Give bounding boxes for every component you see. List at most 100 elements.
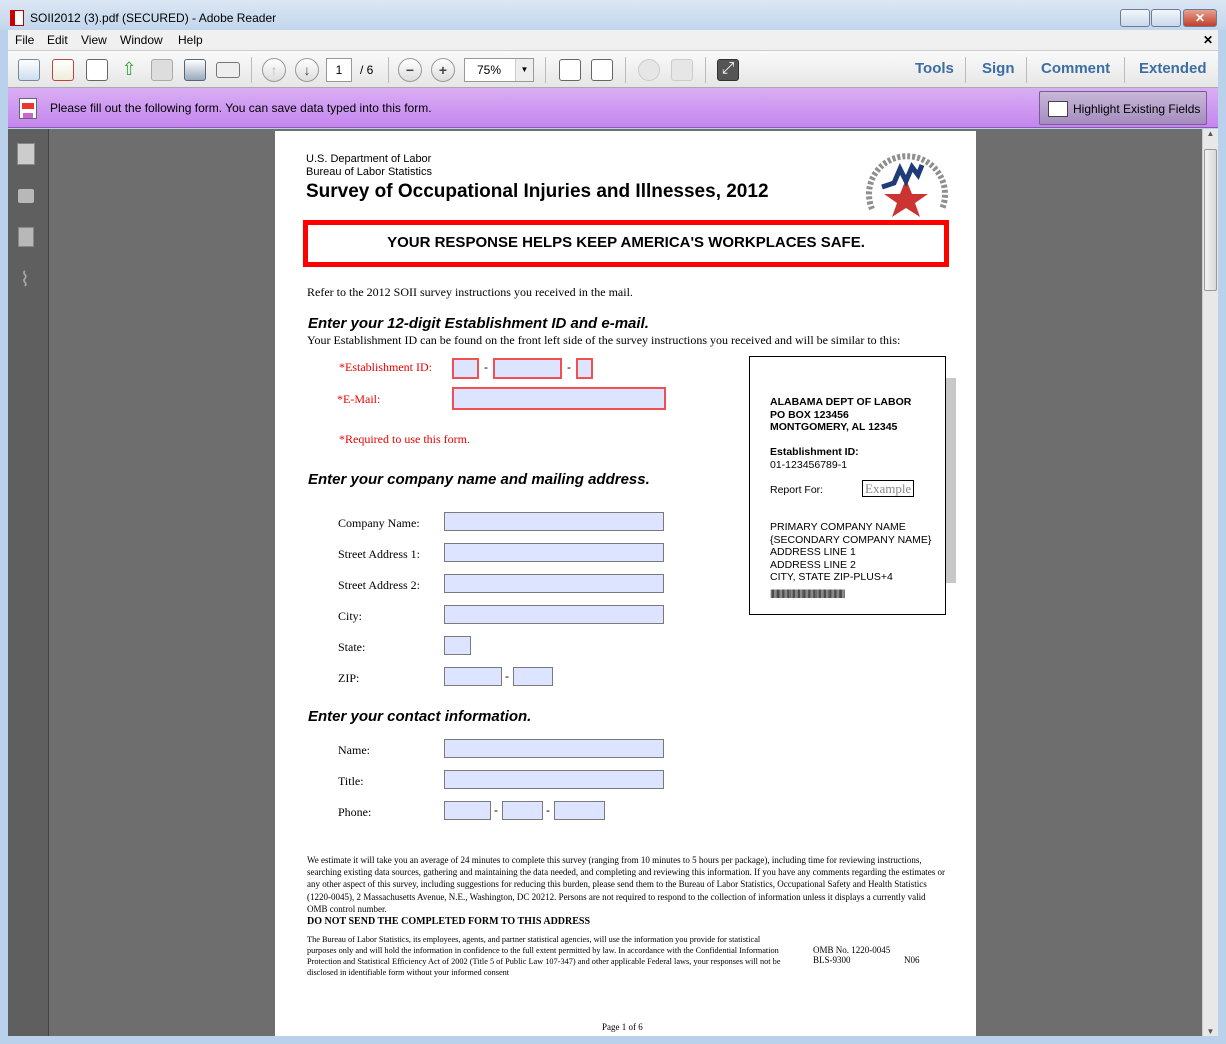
example-pobox-line: PO BOX 123456: [770, 408, 849, 421]
phone-line-field[interactable]: [554, 801, 605, 820]
zip-plus4-field[interactable]: [513, 667, 553, 686]
close-document-icon[interactable]: ✕: [1203, 33, 1214, 47]
dash: -: [494, 803, 498, 817]
menu-edit[interactable]: Edit: [47, 33, 68, 47]
city-field[interactable]: [444, 605, 664, 624]
survey-title: Survey of Occupational Injuries and Illn…: [306, 181, 769, 202]
page-thumbnails-icon[interactable]: [17, 143, 35, 165]
burden-statement: We estimate it will take you an average …: [307, 855, 946, 914]
example-agency-line: ALABAMA DEPT OF LABOR: [770, 396, 912, 408]
refer-text: Refer to the 2012 SOII survey instructio…: [307, 285, 633, 299]
omb-number: OMB No. 1220-0045: [813, 945, 891, 955]
menu-file[interactable]: File: [15, 33, 35, 47]
dash: -: [505, 669, 509, 683]
example-est-value: 01-123456789-1: [770, 459, 848, 471]
create-pdf-icon[interactable]: [18, 59, 40, 81]
example-est-label: Establishment ID:: [770, 446, 859, 458]
establishment-id-field-3[interactable]: [576, 358, 593, 379]
title-bar: SOII2012 (3).pdf (SECURED) - Adobe Reade…: [0, 0, 1226, 30]
tab-comment[interactable]: Comment: [1041, 60, 1111, 77]
close-button[interactable]: ✕: [1183, 9, 1217, 27]
window-title: SOII2012 (3).pdf (SECURED) - Adobe Reade…: [30, 11, 277, 25]
attachment-icon[interactable]: ⌇: [20, 269, 30, 291]
example-address-line: {SECONDARY COMPANY NAME}: [770, 533, 932, 546]
street-address-2-field[interactable]: [444, 574, 664, 593]
toolbar: ⇧ ↑ ↓ 1 / 6 − + 75% ▼ ⤢ Tools Sign Comme…: [8, 50, 1218, 88]
zoom-select[interactable]: 75% ▼: [464, 58, 534, 82]
form-notification-bar: Please fill out the following form. You …: [8, 88, 1218, 128]
chevron-down-icon[interactable]: ▼: [515, 59, 533, 81]
form-icon: [19, 98, 37, 119]
pdf-page: U.S. Department of Labor Bureau of Labor…: [275, 131, 976, 1036]
vertical-scrollbar[interactable]: ▲ ▼: [1202, 129, 1218, 1036]
dash: -: [484, 360, 488, 374]
example-address-line: PRIMARY COMPANY NAME: [770, 521, 906, 533]
confidentiality-statement: The Bureau of Labor Statistics, its empl…: [307, 935, 781, 977]
highlight-fields-button[interactable]: Highlight Existing Fields: [1039, 91, 1207, 125]
next-page-icon[interactable]: ↓: [295, 58, 319, 82]
text-edit-icon[interactable]: [671, 59, 693, 81]
street-address-2-label: Street Address 2:: [338, 578, 420, 592]
previous-page-icon[interactable]: ↑: [262, 58, 286, 82]
menu-view[interactable]: View: [81, 33, 107, 47]
title-field[interactable]: [444, 770, 664, 789]
menu-window[interactable]: Window: [120, 33, 163, 47]
email-label: *E-Mail:: [337, 392, 381, 406]
fullscreen-icon[interactable]: ⤢: [717, 59, 739, 81]
state-label: State:: [338, 640, 366, 654]
combine-files-icon[interactable]: [52, 59, 74, 81]
dash: -: [546, 803, 550, 817]
dash: -: [567, 360, 571, 374]
phone-prefix-field[interactable]: [502, 801, 543, 820]
menu-bar: File Edit View Window Help ✕: [8, 30, 1218, 50]
establishment-id-field-1[interactable]: [452, 358, 479, 379]
section-establishment-title: Enter your 12-digit Establishment ID and…: [308, 315, 649, 332]
phone-area-code-field[interactable]: [444, 801, 491, 820]
zoom-in-icon[interactable]: +: [431, 58, 455, 82]
comment-icon[interactable]: [638, 59, 660, 81]
pages-icon[interactable]: [18, 227, 34, 247]
scrollbar-thumb[interactable]: [1204, 149, 1217, 291]
bls-logo: [866, 153, 948, 217]
email-icon[interactable]: [216, 62, 240, 78]
example-address-line: ADDRESS LINE 2: [770, 558, 856, 571]
page-total: / 6: [360, 63, 374, 77]
establishment-id-label: *Establishment ID:: [339, 360, 432, 374]
fit-page-icon[interactable]: [591, 59, 613, 81]
tab-tools[interactable]: Tools: [915, 60, 954, 77]
tab-sign[interactable]: Sign: [982, 60, 1015, 77]
edit-document-icon[interactable]: [86, 59, 108, 81]
save-icon[interactable]: [151, 59, 173, 81]
title-label: Title:: [338, 774, 364, 788]
zoom-out-icon[interactable]: −: [398, 58, 422, 82]
section-contact-title: Enter your contact information.: [308, 708, 532, 725]
maximize-button[interactable]: [1151, 9, 1181, 27]
do-not-send-notice: DO NOT SEND THE COMPLETED FORM TO THIS A…: [307, 916, 591, 927]
example-barcode: ||||||||||||||||||||||||||||||||||||||||…: [770, 588, 845, 598]
tab-extended[interactable]: Extended: [1139, 60, 1207, 77]
example-stamp: Example: [862, 480, 915, 497]
name-field[interactable]: [444, 739, 664, 758]
page-number-input[interactable]: 1: [326, 58, 352, 82]
zip-field[interactable]: [444, 667, 502, 686]
menu-help[interactable]: Help: [178, 33, 203, 47]
form-number: BLS-9300: [813, 955, 851, 965]
bureau-name: Bureau of Labor Statistics: [306, 166, 432, 178]
zip-label: ZIP:: [338, 671, 360, 685]
print-icon[interactable]: [184, 59, 206, 81]
company-name-field[interactable]: [444, 512, 664, 531]
street-address-1-field[interactable]: [444, 543, 664, 562]
safety-banner: YOUR RESPONSE HELPS KEEP AMERICA'S WORKP…: [303, 220, 949, 267]
page-footer: Page 1 of 6: [602, 1022, 643, 1032]
establishment-id-field-2[interactable]: [493, 358, 562, 379]
state-field[interactable]: [444, 636, 471, 655]
city-label: City:: [338, 609, 363, 623]
email-field[interactable]: [452, 387, 666, 410]
scrolling-mode-icon[interactable]: [559, 59, 581, 81]
pdf-icon: [10, 10, 24, 26]
form-message: Please fill out the following form. You …: [50, 101, 432, 115]
lock-icon[interactable]: [18, 189, 34, 203]
minimize-button[interactable]: [1120, 9, 1150, 27]
section-address-title: Enter your company name and mailing addr…: [308, 471, 650, 488]
upload-cloud-icon[interactable]: ⇧: [121, 59, 137, 79]
